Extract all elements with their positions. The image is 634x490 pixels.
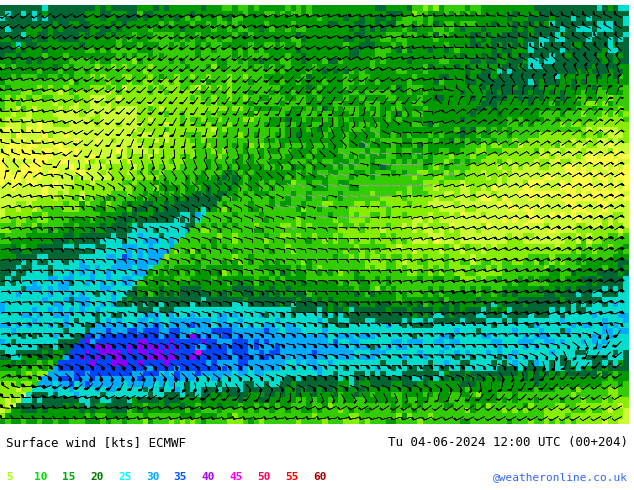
Text: Tu 04-06-2024 12:00 UTC (00+204): Tu 04-06-2024 12:00 UTC (00+204) [387, 436, 628, 449]
Text: 5: 5 [6, 472, 13, 482]
Text: 55: 55 [285, 472, 299, 482]
Text: Surface wind [kts] ECMWF: Surface wind [kts] ECMWF [6, 436, 186, 449]
Text: 60: 60 [313, 472, 327, 482]
Text: 30: 30 [146, 472, 159, 482]
Text: 35: 35 [174, 472, 187, 482]
Text: 20: 20 [90, 472, 103, 482]
Text: 45: 45 [230, 472, 243, 482]
Text: 10: 10 [34, 472, 48, 482]
Text: 50: 50 [257, 472, 271, 482]
Text: 15: 15 [62, 472, 75, 482]
Text: 40: 40 [202, 472, 215, 482]
Text: 25: 25 [118, 472, 131, 482]
Text: @weatheronline.co.uk: @weatheronline.co.uk [493, 472, 628, 482]
